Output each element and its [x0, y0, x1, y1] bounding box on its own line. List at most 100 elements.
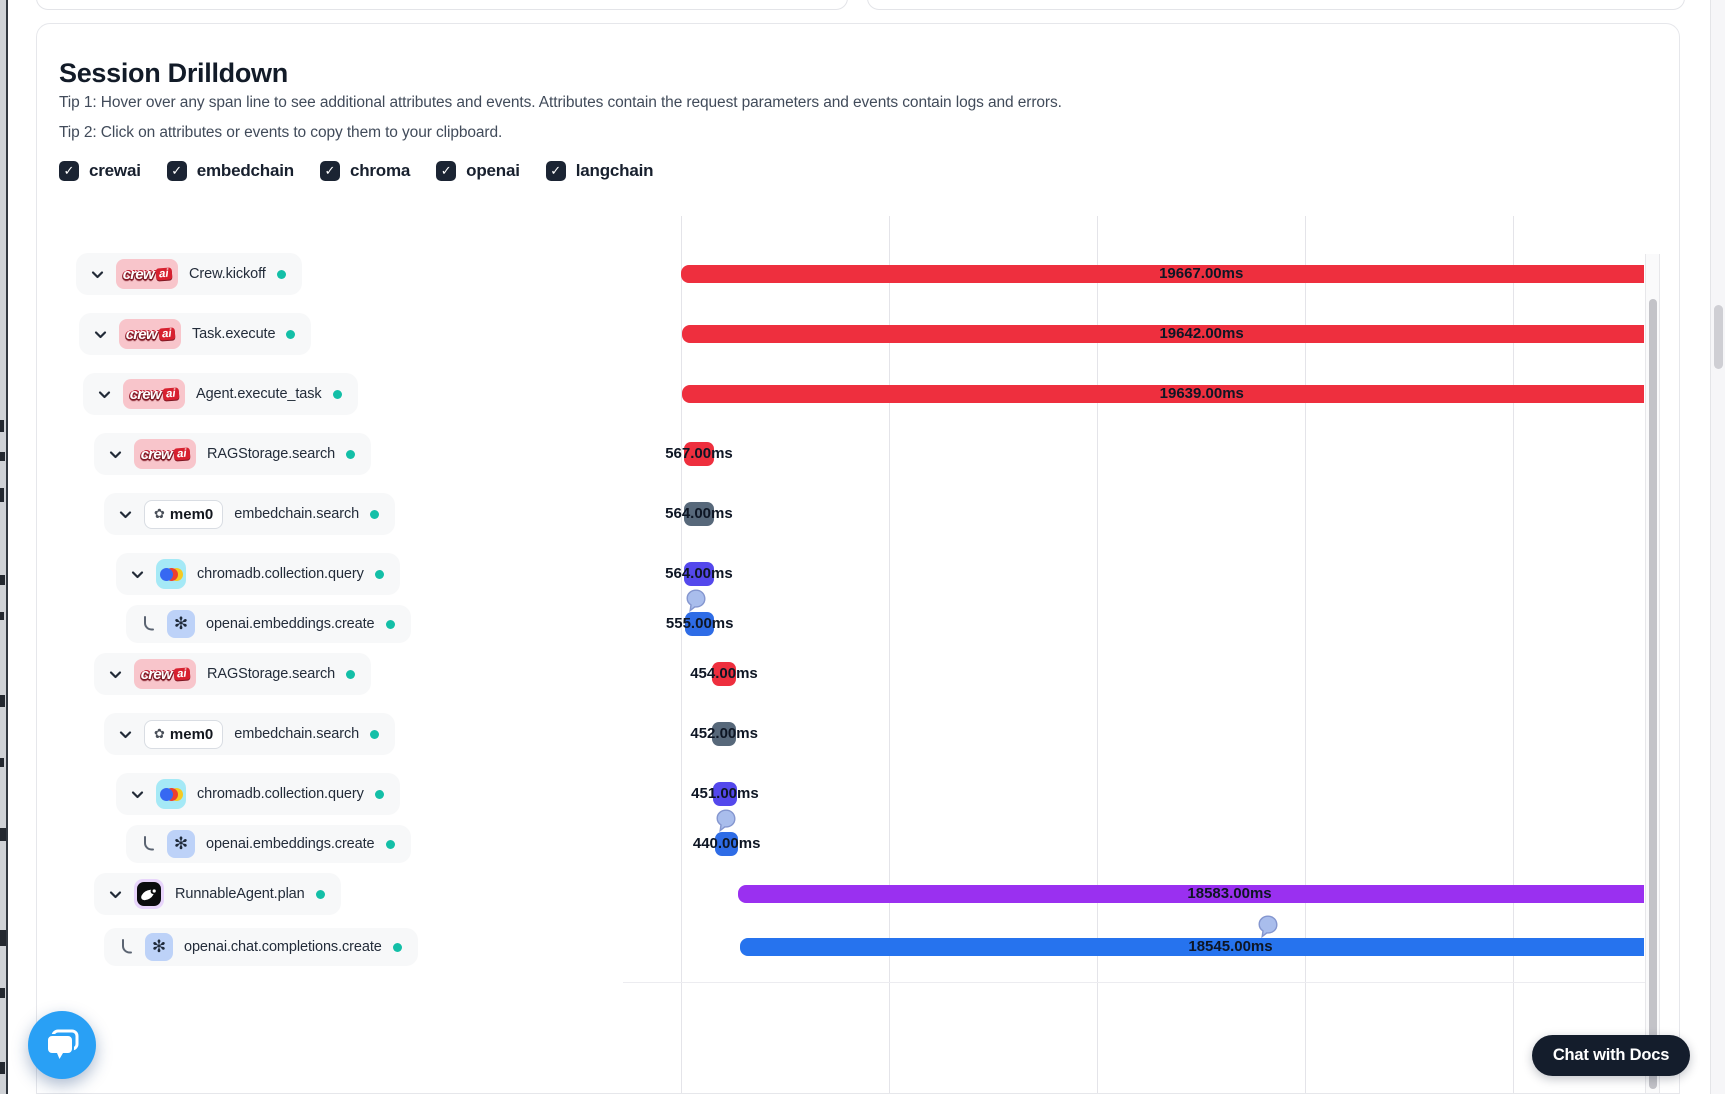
span-events-bubble[interactable]: [1258, 915, 1278, 943]
filter-langchain[interactable]: ✓ langchain: [545, 161, 654, 181]
span-row[interactable]: ✻ openai.embeddings.create: [126, 605, 411, 643]
span-duration-label: 555.00ms: [665, 615, 734, 632]
clipped-text-fragment: [0, 612, 4, 620]
window-left-bleed: [0, 0, 8, 1094]
span-duration-label: 440.00ms: [692, 835, 761, 852]
tip-2-text: Tip 2: Click on attributes or events to …: [59, 124, 503, 141]
span-duration-label: 18545.00ms: [1188, 938, 1273, 955]
span-duration-bar[interactable]: [713, 782, 737, 806]
crewai-logo-icon: crew ai: [134, 439, 196, 469]
clipped-text-fragment: [0, 420, 4, 432]
row-connector[interactable]: [108, 447, 123, 462]
span-duration-bar[interactable]: [739, 938, 1644, 956]
mem0-flower-icon: ✿: [154, 726, 165, 741]
bars-viewport: 19667.00ms 19642.00ms 19639.00ms 567.00ms 56…: [37, 24, 1644, 1093]
span-duration-bar[interactable]: [684, 442, 714, 466]
event-bubble-icon[interactable]: [716, 809, 736, 833]
crewai-logo-icon: crew ai: [119, 319, 181, 349]
clipped-text-fragment: [0, 575, 5, 585]
span-status-dot: [346, 449, 356, 459]
span-row[interactable]: chromadb.collection.query: [116, 773, 400, 815]
row-connector[interactable]: [93, 327, 108, 342]
span-row[interactable]: crew ai RAGStorage.search: [94, 653, 372, 695]
filter-label: embedchain: [196, 161, 294, 180]
checkbox-checked-icon[interactable]: ✓: [319, 161, 340, 181]
row-connector[interactable]: [130, 567, 145, 582]
span-name-label: Task.execute: [192, 326, 276, 342]
span-row[interactable]: crew ai Crew.kickoff: [76, 253, 302, 295]
page-scrollbar[interactable]: [1710, 0, 1725, 1094]
waterfall-scrollbar-thumb[interactable]: [1649, 299, 1657, 1089]
span-status-dot: [315, 889, 325, 899]
span-row[interactable]: crew ai RAGStorage.search: [94, 433, 372, 475]
span-events-bubble[interactable]: [716, 809, 736, 837]
checkbox-checked-icon[interactable]: ✓: [436, 161, 457, 181]
chevron-down-icon: [109, 670, 122, 678]
event-bubble-icon[interactable]: [1258, 915, 1278, 939]
tree-elbow-icon: [144, 616, 154, 631]
span-row[interactable]: crew ai Agent.execute_task: [83, 373, 358, 415]
span-duration-label: 19642.00ms: [1159, 325, 1244, 342]
filter-label: chroma: [349, 161, 411, 180]
filter-chroma[interactable]: ✓ chroma: [319, 161, 411, 181]
span-name-label: RAGStorage.search: [207, 446, 336, 462]
span-duration-label: 19639.00ms: [1159, 385, 1244, 402]
span-duration-bar[interactable]: [712, 722, 737, 746]
waterfall-bottom-rule: [623, 982, 1645, 983]
row-connector[interactable]: [130, 787, 145, 802]
filter-label: crewai: [89, 161, 141, 180]
span-row[interactable]: RunnableAgent.plan: [94, 873, 341, 915]
row-connector[interactable]: [118, 939, 134, 955]
event-bubble-icon[interactable]: [686, 589, 706, 613]
session-drilldown-panel: Session Drilldown Tip 1: Hover over any …: [36, 23, 1680, 1094]
row-connector[interactable]: [90, 267, 105, 282]
filter-openai[interactable]: ✓ openai: [436, 161, 520, 181]
span-status-dot: [286, 329, 296, 339]
langchain-logo-icon: [134, 879, 164, 909]
span-duration-bar[interactable]: [711, 662, 736, 686]
span-duration-bar[interactable]: [681, 265, 1644, 283]
chevron-down-icon: [131, 570, 144, 578]
span-duration-bar[interactable]: [682, 325, 1644, 343]
span-duration-label: 564.00ms: [665, 505, 733, 522]
span-duration-bar[interactable]: [684, 502, 714, 526]
row-connector[interactable]: [118, 727, 133, 742]
span-status-dot: [332, 389, 342, 399]
checkbox-checked-icon[interactable]: ✓: [545, 161, 566, 181]
span-row[interactable]: ✿ mem0 embedchain.search: [104, 493, 396, 535]
span-name-label: chromadb.collection.query: [197, 566, 364, 582]
row-connector[interactable]: [108, 667, 123, 682]
top-card-right: [867, 0, 1685, 10]
span-duration-label: 454.00ms: [690, 665, 758, 682]
chat-widget-button[interactable]: [28, 1011, 96, 1079]
waterfall-scrollbar[interactable]: [1645, 254, 1660, 1093]
span-row[interactable]: ✻ openai.chat.completions.create: [104, 928, 418, 966]
span-row[interactable]: crew ai Task.execute: [79, 313, 312, 355]
span-name-label: RAGStorage.search: [207, 666, 336, 682]
span-duration-bar[interactable]: [684, 562, 714, 586]
filter-crewai[interactable]: ✓ crewai: [59, 161, 141, 181]
span-duration-bar[interactable]: [685, 612, 715, 636]
checkbox-checked-icon[interactable]: ✓: [166, 161, 187, 181]
span-row[interactable]: chromadb.collection.query: [116, 553, 400, 595]
span-row[interactable]: ✿ mem0 embedchain.search: [104, 713, 396, 755]
row-connector[interactable]: [140, 836, 156, 852]
chroma-logo-icon: [156, 779, 186, 809]
provider-filters: ✓ crewai ✓ embedchain ✓ chroma ✓ openai …: [59, 161, 654, 181]
span-duration-bar[interactable]: [715, 832, 739, 856]
row-connector[interactable]: [108, 887, 123, 902]
chat-with-docs-button[interactable]: Chat with Docs: [1532, 1035, 1690, 1076]
row-connector[interactable]: [118, 507, 133, 522]
span-duration-bar[interactable]: [682, 385, 1644, 403]
page-scrollbar-thumb[interactable]: [1714, 305, 1723, 369]
span-status-dot: [370, 729, 380, 739]
span-row[interactable]: ✻ openai.embeddings.create: [126, 825, 411, 863]
row-connector[interactable]: [97, 387, 112, 402]
checkbox-checked-icon[interactable]: ✓: [59, 161, 79, 181]
filter-embedchain[interactable]: ✓ embedchain: [166, 161, 294, 181]
mem0-logo-icon: ✿ mem0: [144, 499, 224, 529]
span-events-bubble[interactable]: [686, 589, 706, 617]
span-name-label: Agent.execute_task: [196, 386, 322, 402]
span-duration-bar[interactable]: [738, 885, 1644, 903]
row-connector[interactable]: [140, 616, 156, 632]
